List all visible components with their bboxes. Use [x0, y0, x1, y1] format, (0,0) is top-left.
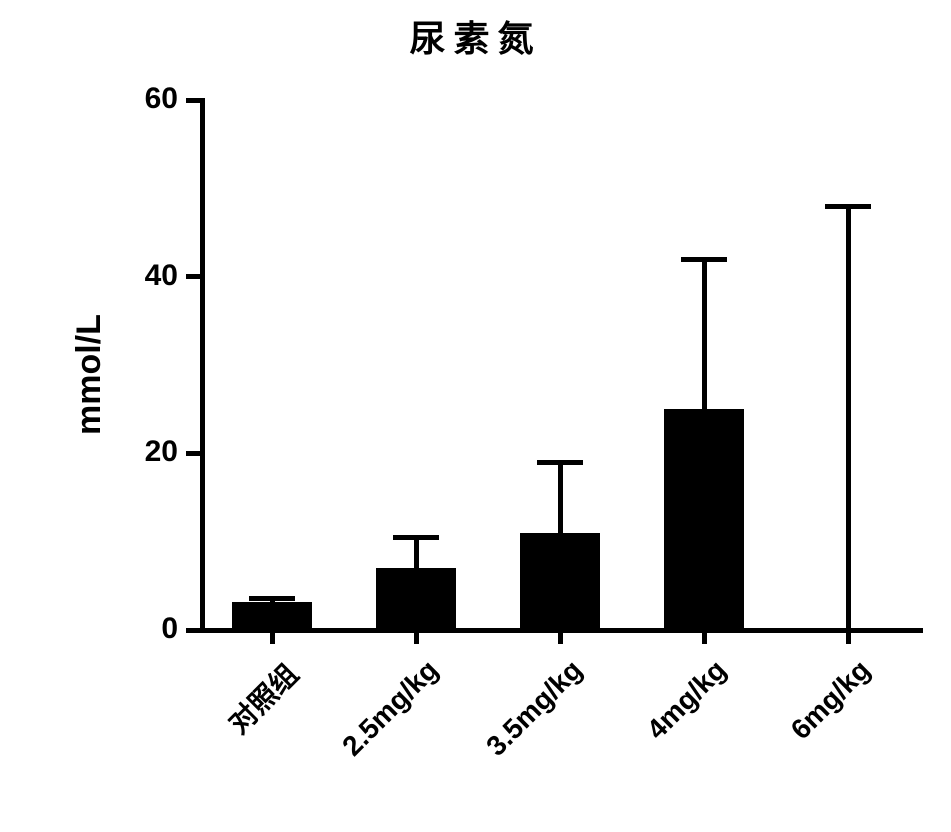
error-bar-stem: [846, 206, 851, 630]
error-bar-cap: [825, 204, 871, 209]
bar: [664, 409, 743, 630]
error-bar-cap: [393, 535, 439, 540]
ytick-label: 40: [108, 259, 178, 293]
ytick-label: 60: [108, 82, 178, 116]
xtick-label: 2.5mg/kg: [281, 654, 445, 818]
chart-title: 尿素氮: [0, 10, 951, 62]
ytick-label: 20: [108, 435, 178, 469]
xtick-label: 3.5mg/kg: [425, 654, 589, 818]
xtick-mark: [846, 630, 851, 644]
xtick-label: 4mg/kg: [569, 654, 733, 818]
ytick-mark: [186, 451, 200, 456]
xtick-mark: [270, 630, 275, 644]
xtick-label: 对照组: [137, 654, 307, 824]
error-bar-stem: [702, 259, 707, 409]
error-bar-cap: [537, 460, 583, 465]
ytick-mark: [186, 628, 200, 633]
bar: [376, 568, 455, 630]
ytick-mark: [186, 274, 200, 279]
bar: [520, 533, 599, 630]
ytick-label: 0: [108, 612, 178, 646]
error-bar-cap: [681, 257, 727, 262]
error-bar-stem: [414, 537, 419, 568]
ytick-mark: [186, 98, 200, 103]
y-axis-label: mmol/L: [70, 314, 109, 435]
plot-area: [200, 100, 920, 630]
error-bar-cap: [249, 596, 295, 601]
bar-chart: 尿素氮 mmol/L 0 20 40 60 对照组2.5mg/kg3.5mg/kg4mg…: [0, 0, 951, 832]
error-bar-stem: [558, 462, 563, 533]
y-axis-line: [200, 98, 205, 633]
bar: [232, 602, 311, 630]
xtick-label: 6mg/kg: [713, 654, 877, 818]
xtick-mark: [414, 630, 419, 644]
xtick-mark: [702, 630, 707, 644]
xtick-mark: [558, 630, 563, 644]
